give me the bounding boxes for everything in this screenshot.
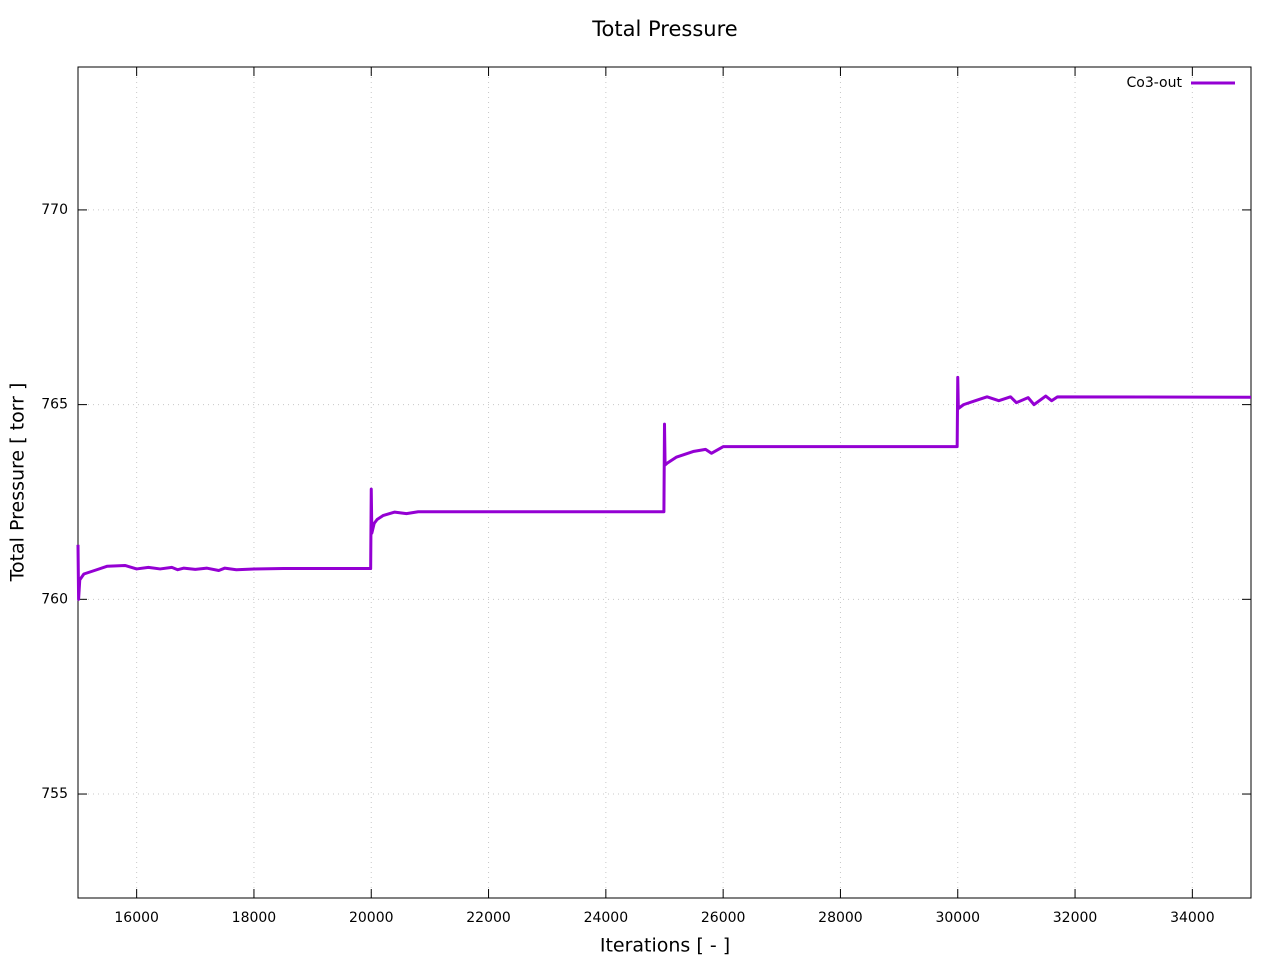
x-tick-label: 18000 — [232, 910, 277, 926]
x-axis-label: Iterations [ - ] — [600, 935, 730, 957]
x-tick-label: 30000 — [935, 910, 980, 926]
y-tick-label: 770 — [41, 202, 68, 218]
x-tick-label: 20000 — [349, 910, 394, 926]
x-tick-label: 22000 — [466, 910, 511, 926]
y-tick-label: 765 — [41, 397, 68, 413]
data-line — [76, 375, 1252, 601]
legend-label: Co3-out — [1127, 75, 1183, 91]
y-tick-label: 755 — [41, 786, 68, 802]
y-tick-label: 760 — [41, 591, 68, 607]
x-tick-label: 34000 — [1170, 910, 1215, 926]
x-tick-label: 24000 — [584, 910, 629, 926]
y-axis-label: Total Pressure [ torr ] — [7, 383, 29, 583]
chart-title: Total Pressure — [591, 17, 737, 41]
x-tick-label: 28000 — [818, 910, 863, 926]
x-tick-label: 16000 — [114, 910, 159, 926]
x-tick-label: 26000 — [701, 910, 746, 926]
x-tick-label: 32000 — [1053, 910, 1098, 926]
plot-frame — [77, 66, 1252, 899]
